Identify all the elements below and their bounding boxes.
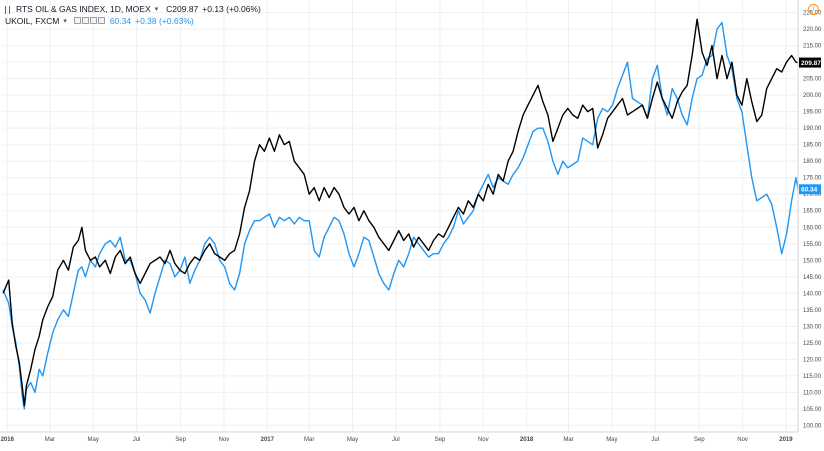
y-tick-label: 150.00: [803, 258, 822, 264]
y-tick-label: 185.00: [803, 143, 822, 149]
x-tick-label: 2019: [779, 437, 793, 443]
close-icon[interactable]: [89, 17, 97, 24]
x-tick-label: May: [347, 437, 358, 443]
y-tick-label: 110.00: [803, 390, 822, 396]
series-line-rts-oil-gas-index[interactable]: [2, 18, 799, 407]
y-tick-label: 175.00: [803, 176, 822, 182]
last-value-badge: [799, 57, 821, 68]
info-icon[interactable]: !: [808, 4, 819, 15]
y-tick-label: 145.00: [803, 275, 822, 281]
x-tick-label: 2017: [261, 437, 275, 443]
series-layer: [2, 18, 799, 410]
x-tick-label: Nov: [737, 437, 748, 443]
y-tick-label: 190.00: [803, 126, 822, 132]
y-tick-label: 195.00: [803, 110, 822, 116]
drag-handle-icon[interactable]: [5, 5, 10, 14]
chevron-down-icon[interactable]: ▾: [63, 18, 67, 25]
main-change: +0.13 (+0.06%): [202, 4, 261, 14]
x-tick-label: 2016: [1, 437, 15, 443]
compare-value: 60.34: [109, 16, 132, 26]
close-value: 209.87: [172, 4, 199, 14]
x-tick-label: Jul: [133, 437, 141, 443]
y-tick-label: 165.00: [803, 209, 822, 215]
compare-change: +0.38 (+0.63%): [135, 16, 194, 26]
compare-symbol[interactable]: UKOIL, FXCM: [5, 16, 60, 26]
y-tick-label: 160.00: [803, 225, 822, 231]
grid: [3, 0, 798, 432]
y-tick-label: 125.00: [803, 341, 822, 347]
y-tick-label: 200.00: [803, 93, 822, 99]
legend-compare[interactable]: UKOIL, FXCM ▾ 60.34 +0.38 (+0.63%): [5, 16, 194, 27]
main-symbol[interactable]: RTS OIL & GAS INDEX, 1D, MOEX: [16, 4, 151, 14]
x-tick-label: Mar: [304, 437, 314, 443]
series-line-ukoil[interactable]: [2, 21, 799, 410]
settings-icon[interactable]: [81, 17, 89, 24]
x-tick-label: Jul: [651, 437, 659, 443]
x-tick-label: Nov: [478, 437, 489, 443]
last-value-badge-label: 60.34: [801, 187, 818, 194]
x-tick-label: Sep: [175, 437, 186, 443]
y-tick-label: 180.00: [803, 159, 822, 165]
y-tick-label: 120.00: [803, 357, 822, 363]
y-tick-label: 220.00: [803, 27, 822, 33]
x-tick-label: 2018: [520, 437, 534, 443]
last-value-badge-label: 209.87: [801, 60, 821, 67]
y-tick-label: 215.00: [803, 44, 822, 50]
y-tick-label: 170.00: [803, 192, 822, 198]
x-tick-label: Nov: [219, 437, 230, 443]
x-tick-label: Jul: [392, 437, 400, 443]
x-tick-label: Mar: [563, 437, 573, 443]
y-tick-label: 130.00: [803, 324, 822, 330]
y-tick-label: 100.00: [803, 423, 822, 429]
more-icon[interactable]: [97, 17, 105, 24]
y-tick-label: 105.00: [803, 407, 822, 413]
eye-icon[interactable]: [73, 17, 81, 24]
legend-main[interactable]: RTS OIL & GAS INDEX, 1D, MOEX ▾ C209.87 …: [5, 4, 261, 15]
x-tick-label: Sep: [694, 437, 705, 443]
x-axis[interactable]: 2016 Mar May Jul Sep Nov 2017 Mar May Jul Sep Nov 20…: [0, 431, 798, 443]
close-label: C: [166, 4, 173, 14]
last-value-badges: 209.87 60.34: [799, 57, 821, 195]
y-tick-label: 135.00: [803, 308, 822, 314]
chevron-down-icon[interactable]: ▾: [154, 6, 159, 13]
last-value-badge: [799, 184, 821, 195]
y-tick-label: 205.00: [803, 77, 822, 83]
x-tick-label: Sep: [435, 437, 446, 443]
x-tick-label: May: [606, 437, 617, 443]
x-tick-label: Mar: [45, 437, 55, 443]
y-tick-label: 155.00: [803, 242, 822, 248]
x-tick-label: May: [88, 437, 99, 443]
y-tick-label: 140.00: [803, 291, 822, 297]
y-tick-label: 115.00: [803, 374, 822, 380]
